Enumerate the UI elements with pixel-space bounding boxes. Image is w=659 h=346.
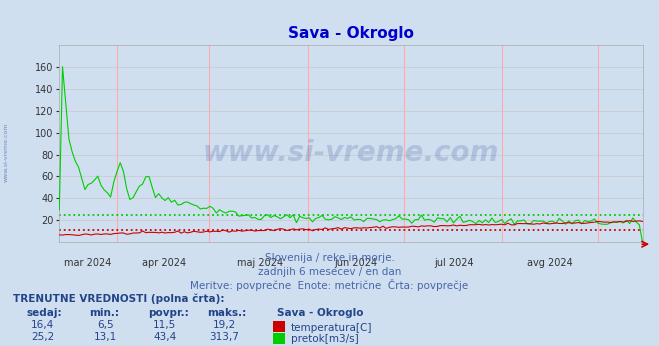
Text: maks.:: maks.: xyxy=(208,308,247,318)
Text: mar 2024: mar 2024 xyxy=(65,258,111,268)
Text: 43,4: 43,4 xyxy=(153,332,177,342)
Text: www.si-vreme.com: www.si-vreme.com xyxy=(203,139,499,167)
Text: Meritve: povprečne  Enote: metrične  Črta: povprečje: Meritve: povprečne Enote: metrične Črta:… xyxy=(190,279,469,291)
Text: jun 2024: jun 2024 xyxy=(334,258,377,268)
Text: apr 2024: apr 2024 xyxy=(142,258,186,268)
Text: 16,4: 16,4 xyxy=(31,320,55,330)
Text: Sava - Okroglo: Sava - Okroglo xyxy=(277,308,363,318)
Text: maj 2024: maj 2024 xyxy=(237,258,283,268)
Text: 25,2: 25,2 xyxy=(31,332,55,342)
Text: 313,7: 313,7 xyxy=(209,332,239,342)
Text: avg 2024: avg 2024 xyxy=(527,258,573,268)
Title: Sava - Okroglo: Sava - Okroglo xyxy=(288,26,414,41)
Text: www.si-vreme.com: www.si-vreme.com xyxy=(4,122,9,182)
Text: 6,5: 6,5 xyxy=(97,320,114,330)
Text: 13,1: 13,1 xyxy=(94,332,117,342)
Text: 11,5: 11,5 xyxy=(153,320,177,330)
Text: povpr.:: povpr.: xyxy=(148,308,189,318)
Text: sedaj:: sedaj: xyxy=(26,308,62,318)
Text: zadnjih 6 mesecev / en dan: zadnjih 6 mesecev / en dan xyxy=(258,267,401,277)
Text: jul 2024: jul 2024 xyxy=(435,258,474,268)
Text: TRENUTNE VREDNOSTI (polna črta):: TRENUTNE VREDNOSTI (polna črta): xyxy=(13,293,225,304)
Text: 19,2: 19,2 xyxy=(212,320,236,330)
Text: pretok[m3/s]: pretok[m3/s] xyxy=(291,335,358,345)
Text: Slovenija / reke in morje.: Slovenija / reke in morje. xyxy=(264,253,395,263)
Text: min.:: min.: xyxy=(89,308,119,318)
Text: temperatura[C]: temperatura[C] xyxy=(291,323,372,333)
